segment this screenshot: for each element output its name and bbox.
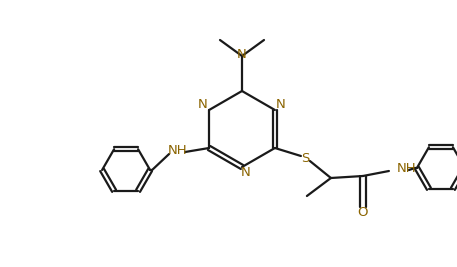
Text: S: S — [301, 151, 309, 164]
Text: NH: NH — [167, 144, 187, 158]
Text: O: O — [358, 206, 368, 218]
Text: N: N — [198, 99, 208, 112]
Text: N: N — [241, 167, 251, 179]
Text: N: N — [276, 99, 286, 112]
Text: NH: NH — [397, 163, 416, 175]
Text: N: N — [237, 48, 247, 61]
